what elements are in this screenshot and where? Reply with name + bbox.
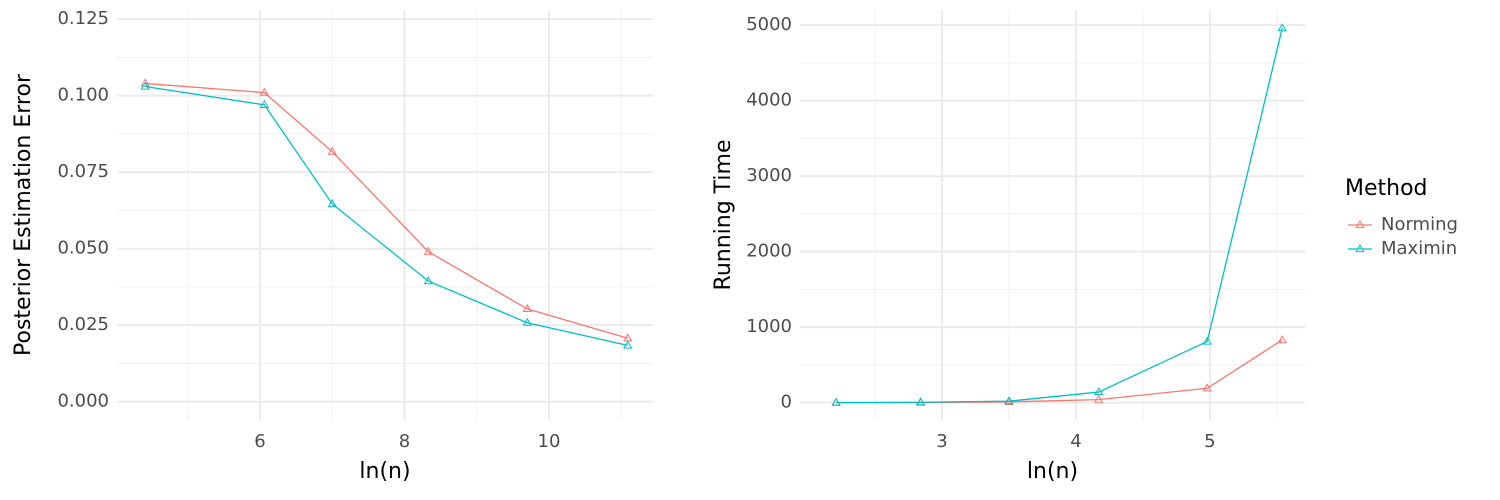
x-tick-label: 10	[538, 431, 561, 452]
legend-title: Method	[1345, 176, 1428, 201]
point	[140, 81, 150, 90]
point	[327, 146, 337, 155]
point	[1004, 396, 1014, 405]
point	[1202, 336, 1212, 345]
legend-label: Maximin	[1381, 238, 1457, 259]
x-tick-label: 3	[936, 431, 947, 452]
point	[1094, 394, 1104, 403]
y-tick-label: 0	[781, 392, 792, 413]
y-tick-label: 2000	[746, 241, 792, 262]
x-axis-title: ln(n)	[359, 459, 410, 484]
x-tick-label: 4	[1070, 431, 1081, 452]
point	[423, 246, 434, 255]
y-tick-label: 0.125	[57, 8, 109, 29]
legend-label: Norming	[1381, 214, 1458, 235]
legend-key-point	[1355, 243, 1365, 253]
y-axis-title: Running Time	[711, 140, 736, 291]
y-tick-label: 1000	[746, 316, 792, 337]
series-line	[145, 85, 628, 346]
y-tick-label: 4000	[746, 90, 792, 111]
legend-key-point	[1355, 219, 1365, 229]
series-line	[836, 339, 1283, 404]
x-tick-label: 8	[399, 431, 410, 452]
point	[831, 397, 841, 406]
y-axis-title: Posterior Estimation Error	[11, 73, 36, 356]
y-tick-label: 5000	[746, 14, 792, 35]
y-tick-label: 0.050	[57, 238, 109, 259]
y-tick-label: 0.025	[57, 314, 109, 335]
point	[423, 276, 434, 285]
x-tick-label: 5	[1204, 431, 1215, 452]
point	[1202, 383, 1212, 392]
y-tick-label: 0.100	[57, 85, 109, 106]
point	[623, 340, 633, 349]
point	[1094, 387, 1104, 396]
x-axis-title: ln(n)	[1027, 459, 1078, 484]
point	[915, 397, 926, 406]
point	[259, 87, 270, 96]
point	[327, 198, 337, 208]
y-tick-label: 0.075	[57, 161, 109, 182]
point	[1277, 334, 1287, 344]
point	[259, 99, 270, 108]
x-tick-label: 6	[254, 431, 265, 452]
point	[140, 78, 150, 87]
y-tick-label: 3000	[746, 165, 792, 186]
point	[522, 317, 532, 326]
point	[1277, 23, 1287, 32]
series-line	[836, 27, 1283, 404]
y-tick-label: 0.000	[57, 391, 109, 412]
series-line	[145, 82, 628, 339]
point	[522, 303, 532, 313]
